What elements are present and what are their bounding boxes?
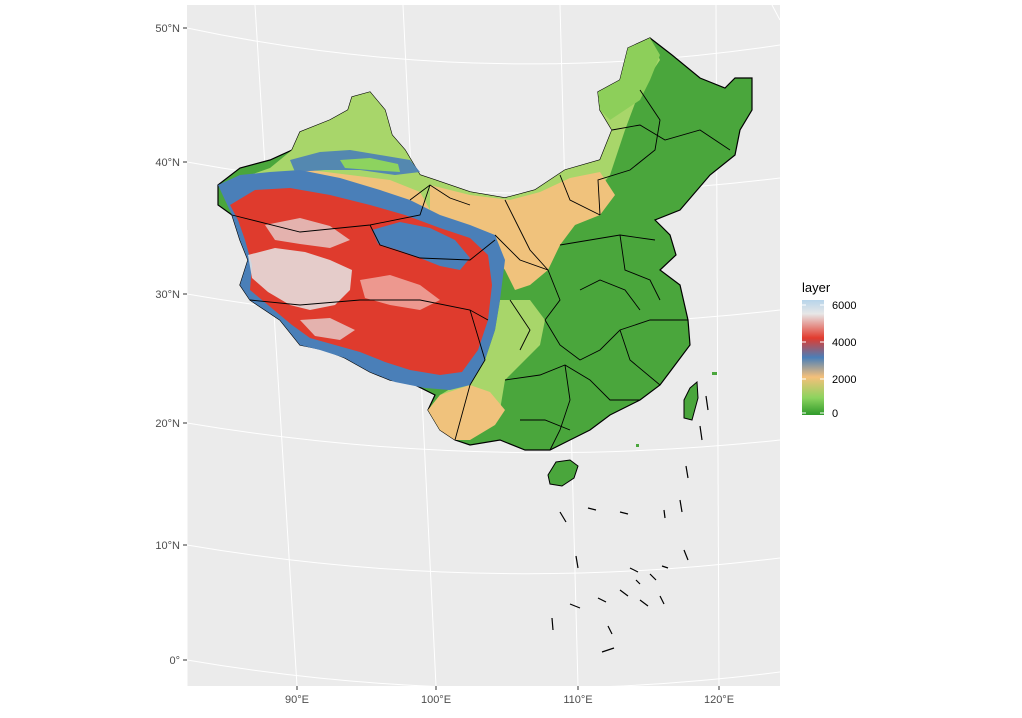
meridian-90e	[254, 5, 298, 686]
y-tick-label: 30°N	[155, 289, 180, 301]
legend-title: layer	[802, 280, 831, 295]
island-speck	[636, 444, 639, 447]
parallel-50n	[187, 27, 780, 65]
legend-label: 4000	[832, 337, 856, 349]
loess-plateau	[430, 172, 615, 290]
meridian-130e	[771, 5, 780, 21]
hainan-island	[547, 459, 579, 487]
x-tick-label: 120°E	[704, 694, 734, 706]
northeast-upland	[598, 38, 660, 120]
x-tick-label: 100°E	[421, 694, 451, 706]
yunnan-tan	[428, 385, 505, 440]
x-tick-label: 90°E	[285, 694, 309, 706]
high-peaks-light-3	[360, 275, 440, 310]
parallel-10n	[187, 544, 780, 575]
province-boundaries	[231, 89, 731, 451]
y-axis: 50°N 40°N 30°N 20°N 10°N 0°	[155, 23, 187, 667]
legend: layer 6000 4000 2000 0	[802, 280, 856, 420]
legend-label: 0	[832, 408, 838, 420]
y-tick-label: 10°N	[155, 540, 180, 552]
x-axis: 90°E 100°E 110°E 120°E	[285, 686, 734, 706]
parallel-20n	[187, 422, 780, 454]
y-tick-label: 20°N	[155, 418, 180, 430]
parallel-0	[187, 659, 780, 686]
legend-label: 6000	[832, 300, 856, 312]
high-peaks-light	[248, 248, 352, 310]
legend-colorbar	[802, 300, 824, 415]
qaidam-basin	[372, 222, 470, 270]
china-elevation-map	[217, 37, 753, 653]
legend-label: 2000	[832, 374, 856, 386]
x-tick-label: 110°E	[563, 694, 592, 706]
high-peaks-light-2	[265, 218, 350, 248]
y-tick-label: 40°N	[155, 157, 180, 169]
y-tick-label: 50°N	[155, 23, 180, 35]
taiwan-island	[683, 380, 699, 421]
high-peaks-light-4	[300, 318, 355, 340]
junggar-basin	[340, 158, 400, 172]
y-tick-label: 0°	[169, 655, 180, 667]
island-speck	[712, 372, 717, 375]
south-sea-islands	[551, 395, 709, 653]
